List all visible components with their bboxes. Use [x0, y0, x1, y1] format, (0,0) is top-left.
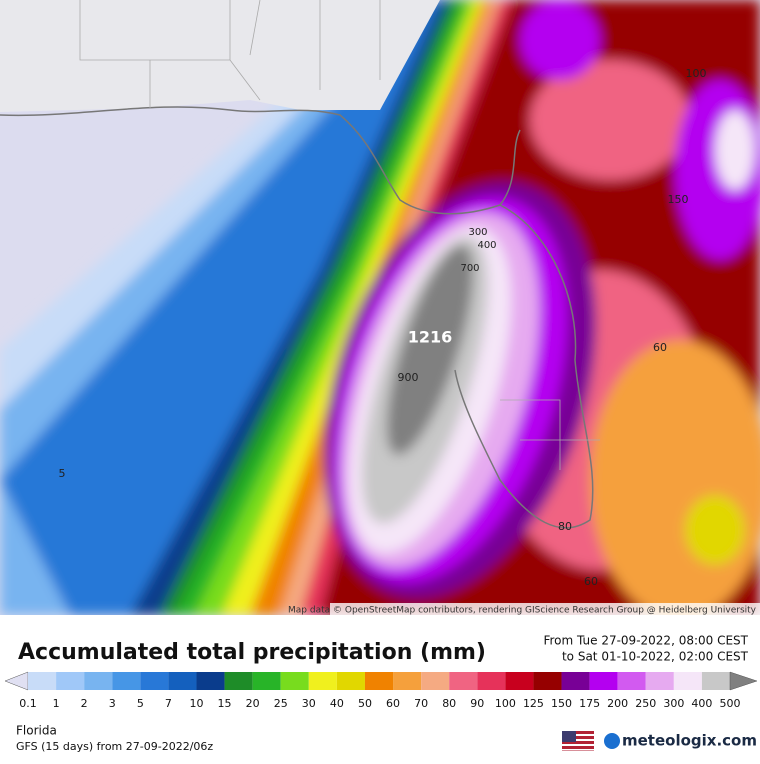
contour-label: 900: [398, 371, 419, 384]
contour-label: 5: [59, 467, 66, 480]
legend-swatch: [589, 672, 618, 690]
legend-swatch: [28, 672, 57, 690]
legend-swatch: [112, 672, 141, 690]
precip-field: [0, 0, 760, 620]
legend-label: 90: [470, 697, 484, 710]
legend-swatch: [168, 672, 197, 690]
legend-label: 10: [189, 697, 203, 710]
contour-label: 700: [460, 263, 479, 274]
legend-label: 200: [607, 697, 628, 710]
legend-label: 7: [165, 697, 172, 710]
title: Accumulated total precipitation (mm): [18, 640, 486, 665]
legend-arrow: [729, 671, 758, 691]
from-time: From Tue 27-09-2022, 08:00 CEST: [543, 634, 748, 648]
legend-swatch: [84, 672, 113, 690]
legend-swatch: [140, 672, 169, 690]
legend-label: 5: [137, 697, 144, 710]
legend-swatch: [336, 672, 365, 690]
legend-swatch: [364, 672, 394, 690]
legend-label: 70: [414, 697, 428, 710]
attribution: Map data © OpenStreetMap contributors, r…: [288, 606, 757, 616]
legend-label: 100: [495, 697, 516, 710]
logo-icon: [604, 733, 620, 749]
legend-label: 1: [53, 697, 60, 710]
contour-label: 80: [558, 520, 572, 533]
legend-label: 400: [691, 697, 712, 710]
legend-swatch: [196, 672, 225, 690]
legend-swatch: [505, 672, 534, 690]
contour-label: 150: [668, 193, 689, 206]
flag: [562, 731, 594, 751]
legend-label: 50: [358, 697, 372, 710]
attribution-bg: [330, 603, 760, 615]
legend-swatch: [56, 672, 85, 690]
legend-label: 60: [386, 697, 400, 710]
legend-swatch: [308, 672, 337, 690]
legend-label: 15: [218, 697, 232, 710]
legend-label: 40: [330, 697, 344, 710]
contour-label: 100: [686, 67, 707, 80]
legend-swatch: [617, 672, 646, 690]
legend-label: 125: [523, 697, 544, 710]
legend-label: 0.1: [19, 697, 37, 710]
model-run: GFS (15 days) from 27-09-2022/06z: [16, 740, 213, 753]
map: Map data © OpenStreetMap contributors, r…: [0, 0, 760, 620]
legend: 0.1 1 2 3 5 7 10 15 20 25 30 40 50 60 70 80 90 100 125 150 1…: [4, 671, 758, 710]
to-time: to Sat 01-10-2022, 02:00 CEST: [562, 650, 749, 664]
contour-label: 1216: [408, 328, 453, 347]
legend-swatch: [533, 672, 562, 690]
legend-swatch: [673, 672, 702, 690]
legend-swatch: [280, 672, 309, 690]
legend-swatch: [224, 672, 253, 690]
legend-swatch: [477, 672, 506, 690]
contour-label: 400: [477, 240, 496, 251]
region: Florida: [16, 724, 57, 738]
legend-label: 3: [109, 697, 116, 710]
contour-label: 300: [468, 227, 487, 238]
contour-label: 60: [653, 341, 667, 354]
state-lines: [79, 0, 600, 470]
legend-label: 250: [635, 697, 656, 710]
legend-label: 20: [246, 697, 260, 710]
legend-swatch: [421, 672, 450, 690]
legend-swatch: [449, 672, 478, 690]
legend-swatch: [393, 672, 422, 690]
legend-swatch: [561, 672, 590, 690]
land: [0, 0, 440, 112]
contour-label: 60: [584, 575, 598, 588]
legend-swatch: [701, 672, 730, 690]
legend-label: 175: [579, 697, 600, 710]
legend-label: 25: [274, 697, 288, 710]
legend-swatch: [252, 672, 281, 690]
legend-label: 80: [442, 697, 456, 710]
brand[interactable]: meteologix.com: [622, 732, 757, 750]
legend-label: 150: [551, 697, 572, 710]
legend-label: 500: [720, 697, 741, 710]
legend-label: 300: [663, 697, 684, 710]
legend-label: 2: [81, 697, 88, 710]
legend-label: 30: [302, 697, 316, 710]
legend-swatch: [645, 672, 674, 690]
